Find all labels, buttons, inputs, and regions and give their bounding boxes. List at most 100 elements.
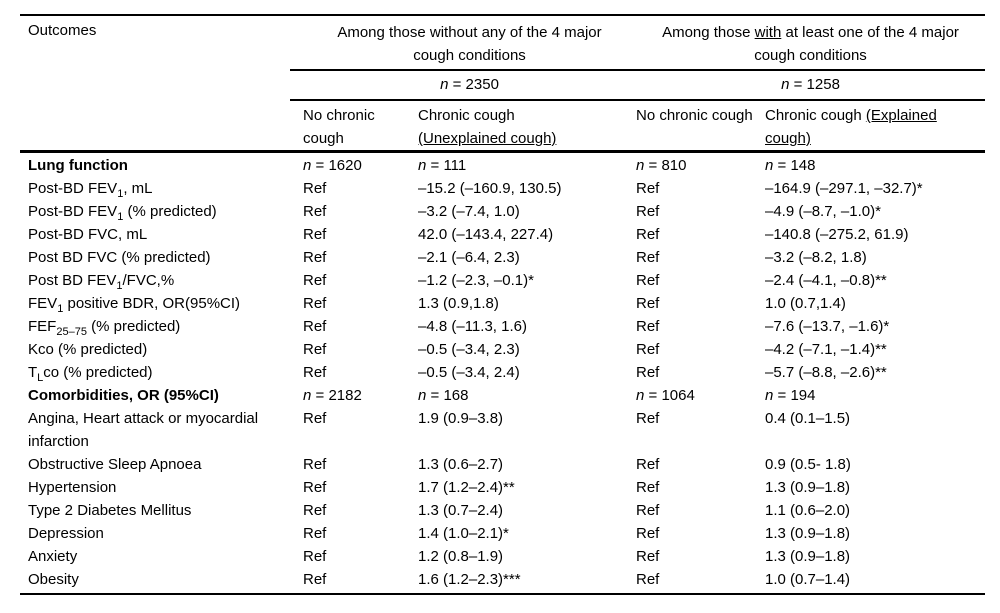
group2-title-pre: Among those — [662, 24, 755, 41]
value-cell: 1.0 (0.7,1.4) — [765, 292, 985, 315]
cell-value: –1.2 (–2.3, –0.1)* — [418, 272, 534, 289]
table-row: Post-BD FEV1 (% predicted) Ref –3.2 (–7.… — [20, 200, 985, 223]
value-cell: –0.5 (–3.4, 2.3) — [418, 338, 636, 361]
col3-pre: Chronic cough — [418, 107, 515, 124]
column-header-explained-cough: Chronic cough (Explained cough) — [765, 101, 985, 150]
cell-value: Ref — [303, 249, 327, 266]
label-subscript: 1 — [116, 280, 123, 292]
outcome-label: Kco (% predicted) — [28, 341, 148, 358]
value-cell: Ref — [636, 200, 765, 223]
cell-value: –140.8 (–275.2, 61.9) — [765, 226, 909, 243]
n-symbol: n — [303, 387, 312, 404]
value-cell: n = 111 — [418, 154, 636, 177]
cell-value: 1.7 (1.2–2.4)** — [418, 479, 515, 496]
group-header-with-conditions: Among those with at least one of the 4 m… — [636, 16, 985, 67]
cell-value: 0.9 (0.5- 1.8) — [765, 456, 851, 473]
table-row: Obstructive Sleep Apnoea Ref 1.3 (0.6–2.… — [20, 453, 985, 476]
table-header-groups: Outcomes Among those without any of the … — [20, 16, 985, 69]
value-cell: Ref — [303, 361, 418, 384]
cell-value: = 1064 — [648, 387, 695, 404]
outcome-label: Type 2 Diabetes Mellitus — [28, 502, 192, 519]
value-cell: Ref — [303, 200, 418, 223]
n-symbol: n — [303, 157, 312, 174]
outcome-label: FEV1 positive BDR, OR(95%CI) — [28, 295, 241, 315]
value-cell: –3.2 (–8.2, 1.8) — [765, 246, 985, 269]
outcome-label: FEF25–75 (% predicted) — [28, 318, 181, 338]
table-row: FEV1 positive BDR, OR(95%CI) Ref 1.3 (0.… — [20, 292, 985, 315]
cell-value: = 148 — [777, 157, 816, 174]
outcome-label-cell: Post-BD FEV1, mL — [20, 177, 303, 200]
cell-value: 1.3 (0.9–1.8) — [765, 525, 851, 542]
cell-value: Ref — [636, 318, 660, 335]
value-cell: 1.2 (0.8–1.9) — [418, 545, 636, 568]
cell-value: 1.2 (0.8–1.9) — [418, 548, 504, 565]
cell-value: –4.9 (–8.7, –1.0)* — [765, 203, 881, 220]
table-row: Hypertension Ref 1.7 (1.2–2.4)** Ref 1.3… — [20, 476, 985, 499]
value-cell: Ref — [303, 292, 418, 315]
outcome-label: Post BD FVC (% predicted) — [28, 249, 211, 266]
value-cell: 1.0 (0.7–1.4) — [765, 568, 985, 591]
table-row: Lung function n = 1620 n = 111 n = 810 n… — [20, 154, 985, 177]
outcome-label-cell: FEF25–75 (% predicted) — [20, 315, 303, 338]
table-body: Lung function n = 1620 n = 111 n = 810 n… — [20, 150, 985, 595]
cell-value: 1.3 (0.9,1.8) — [418, 295, 499, 312]
value-cell: 1.4 (1.0–2.1)* — [418, 522, 636, 545]
table-row: FEF25–75 (% predicted) Ref –4.8 (–11.3, … — [20, 315, 985, 338]
cell-value: 1.3 (0.6–2.7) — [418, 456, 504, 473]
cell-value: = 2182 — [315, 387, 362, 404]
value-cell: n = 1620 — [303, 154, 418, 177]
value-cell: –15.2 (–160.9, 130.5) — [418, 177, 636, 200]
value-cell: 1.3 (0.6–2.7) — [418, 453, 636, 476]
cell-value: 1.0 (0.7–1.4) — [765, 571, 851, 588]
cell-value: Ref — [636, 525, 660, 542]
table-column-headers: No chronic cough Chronic cough (Unexplai… — [20, 101, 985, 150]
value-cell: n = 194 — [765, 384, 985, 407]
value-cell: –5.7 (–8.8, –2.6)** — [765, 361, 985, 384]
outcome-label-cell: Post BD FVC (% predicted) — [20, 246, 303, 269]
cell-value: 1.0 (0.7,1.4) — [765, 295, 846, 312]
value-cell: 42.0 (–143.4, 227.4) — [418, 223, 636, 246]
value-cell: Ref — [303, 453, 418, 476]
value-cell: 1.3 (0.9–1.8) — [765, 476, 985, 499]
outcome-label: Angina, Heart attack or myocardial infar… — [28, 410, 259, 450]
cell-value: 42.0 (–143.4, 227.4) — [418, 226, 554, 243]
value-cell: 1.6 (1.2–2.3)*** — [418, 568, 636, 591]
value-cell: Ref — [303, 315, 418, 338]
table-row: Post-BD FVC, mL Ref 42.0 (–143.4, 227.4)… — [20, 223, 985, 246]
column-header-no-chronic-cough-2: No chronic cough — [636, 107, 753, 124]
cell-value: Ref — [303, 525, 327, 542]
cell-value: –0.5 (–3.4, 2.3) — [418, 341, 520, 358]
value-cell: Ref — [636, 292, 765, 315]
value-cell: 0.4 (0.1–1.5) — [765, 407, 985, 430]
outcome-label: Obesity — [28, 571, 79, 588]
value-cell: Ref — [636, 315, 765, 338]
column-header-no-chronic-cough-1: No chronic cough — [303, 107, 375, 147]
cell-value: –15.2 (–160.9, 130.5) — [418, 180, 562, 197]
label-subscript: 25–75 — [56, 326, 87, 338]
value-cell: 1.7 (1.2–2.4)** — [418, 476, 636, 499]
value-cell: n = 2182 — [303, 384, 418, 407]
cell-value: Ref — [303, 548, 327, 565]
cell-value: Ref — [303, 364, 327, 381]
table-row: Type 2 Diabetes Mellitus Ref 1.3 (0.7–2.… — [20, 499, 985, 522]
value-cell: Ref — [636, 407, 765, 430]
value-cell: Ref — [303, 407, 418, 430]
value-cell: Ref — [303, 545, 418, 568]
n-symbol: n — [765, 387, 774, 404]
value-cell: Ref — [303, 269, 418, 292]
label-subscript: 1 — [117, 211, 124, 223]
outcome-label-cell: Obstructive Sleep Apnoea — [20, 453, 303, 476]
value-cell: –164.9 (–297.1, –32.7)* — [765, 177, 985, 200]
outcome-label: Lung function — [28, 157, 128, 174]
value-cell: n = 148 — [765, 154, 985, 177]
table-row: Post-BD FEV1, mL Ref –15.2 (–160.9, 130.… — [20, 177, 985, 200]
cell-value: Ref — [636, 410, 660, 427]
cell-value: Ref — [303, 180, 327, 197]
value-cell: –2.4 (–4.1, –0.8)** — [765, 269, 985, 292]
group1-title: Among those without any of the 4 major c… — [337, 24, 602, 64]
outcome-label: Post-BD FVC, mL — [28, 226, 148, 243]
label-subscript: L — [37, 372, 44, 384]
cell-value: Ref — [636, 548, 660, 565]
value-cell: n = 168 — [418, 384, 636, 407]
table-header-n-row: n = 2350 n = 1258 — [20, 71, 985, 99]
